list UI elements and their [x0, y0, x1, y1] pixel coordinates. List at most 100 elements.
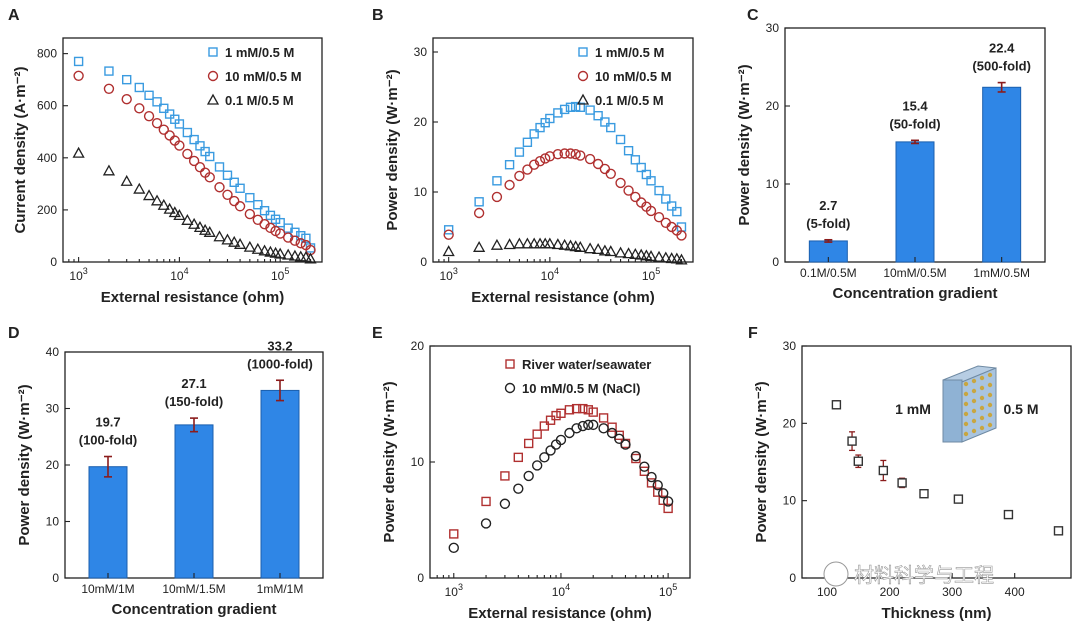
data-point	[258, 244, 271, 256]
x-axis-label: External resistance (ohm)	[101, 289, 284, 306]
data-point	[614, 433, 625, 444]
y-tick-label: 0	[52, 571, 59, 585]
data-point	[565, 148, 576, 159]
data-point	[274, 228, 286, 239]
data-point	[636, 162, 646, 173]
data-point	[539, 421, 550, 431]
legend-label: 10 mM/0.5 M	[225, 69, 302, 84]
data-point	[615, 177, 626, 189]
y-axis-label: Power density (W·m⁻²)	[381, 381, 398, 542]
legend-marker	[577, 70, 589, 82]
series-1-mm-0-5-m	[73, 56, 316, 253]
x-axis-label: External resistance (ohm)	[468, 605, 651, 622]
y-axis-label: Power density (W·m⁻²)	[384, 69, 401, 230]
axes-frame	[801, 345, 1072, 579]
watermark-text: 材料科学与工程	[854, 563, 994, 587]
data-point	[574, 240, 587, 252]
data-point	[878, 465, 889, 476]
x-axis-label: Thickness (nm)	[881, 605, 991, 622]
data-point	[558, 238, 571, 250]
bar	[174, 424, 214, 579]
panel-e: E 0 10 20 103 104 105 External resistance (ohm)…	[372, 325, 691, 622]
data-point	[559, 148, 570, 159]
x-tick-label: 104	[541, 266, 559, 283]
x-tick-label: 104	[170, 266, 188, 283]
data-point	[652, 480, 663, 491]
data-point	[1003, 509, 1014, 520]
data-point	[173, 209, 186, 221]
data-point	[672, 206, 682, 217]
y-tick-label: 20	[783, 416, 797, 430]
data-point	[564, 427, 575, 439]
y-tick-label: 20	[414, 115, 428, 129]
data-point	[102, 164, 116, 176]
data-point	[442, 245, 455, 257]
membrane-particle	[987, 372, 993, 378]
data-point	[578, 403, 588, 414]
data-point	[652, 250, 666, 262]
data-point	[523, 470, 534, 482]
membrane-particle	[979, 395, 985, 401]
x-tick-label: 103	[445, 582, 463, 599]
y-tick-label: 600	[37, 99, 57, 113]
membrane-particle	[979, 405, 985, 411]
data-point	[228, 235, 241, 247]
membrane-particle	[987, 392, 993, 398]
legend-marker	[207, 70, 219, 82]
data-point	[103, 83, 115, 94]
data-point	[630, 191, 641, 203]
data-point	[614, 430, 624, 441]
data-point	[653, 211, 665, 223]
data-point	[521, 237, 534, 249]
data-point	[897, 478, 907, 488]
fold-label: (50-fold)	[889, 116, 940, 131]
data-point	[556, 408, 566, 418]
data-point	[551, 238, 564, 250]
data-point	[675, 253, 688, 265]
y-axis-label: Power density (W·m⁻²)	[736, 64, 753, 225]
membrane-particle	[987, 382, 993, 388]
y-axis-label: Current density (A·m⁻²)	[12, 66, 29, 233]
data-point	[304, 252, 317, 264]
data-point	[592, 243, 605, 255]
membrane-particle	[963, 401, 969, 407]
data-point	[658, 488, 669, 499]
y-tick-label: 20	[411, 339, 425, 353]
membrane-particle	[971, 418, 977, 424]
data-point	[598, 244, 611, 256]
x-tick-label: 105	[659, 582, 677, 599]
data-point	[639, 461, 650, 472]
legend-label: River water/seawater	[522, 357, 651, 372]
panel-c: C 0 10 20 30 Concentration gradient Power dens…	[736, 7, 1046, 302]
y-tick-label: 30	[46, 402, 60, 416]
data-point	[565, 102, 576, 113]
panel-letter: E	[372, 325, 383, 342]
data-point	[235, 183, 245, 193]
y-tick-label: 30	[766, 21, 780, 35]
y-axis-label: Power density (W·m⁻²)	[16, 384, 33, 545]
data-point	[134, 103, 145, 114]
value-label: 19.7	[95, 415, 120, 430]
data-point	[593, 110, 603, 121]
membrane-particle	[963, 411, 969, 417]
panel-b: B 0 10 20 30 103 104 105 External resistance (oh…	[372, 7, 694, 306]
x-tick-label: 103	[439, 266, 457, 283]
data-point	[121, 74, 132, 85]
value-label: 27.1	[181, 376, 206, 391]
y-tick-label: 0	[420, 255, 427, 269]
bar	[982, 86, 1022, 263]
data-point	[194, 161, 206, 173]
x-tick-label: 104	[552, 582, 570, 599]
data-point	[253, 199, 263, 210]
data-point	[853, 456, 864, 466]
data-point	[831, 400, 842, 410]
legend-label: 10 mM/0.5 M	[595, 69, 672, 84]
data-point	[598, 423, 609, 434]
data-point	[234, 201, 246, 212]
x-tick-label: 10mM/1.5M	[162, 582, 225, 596]
data-point	[513, 452, 524, 463]
x-tick-label: 105	[271, 266, 289, 283]
data-point	[584, 153, 596, 165]
data-point	[274, 247, 287, 259]
